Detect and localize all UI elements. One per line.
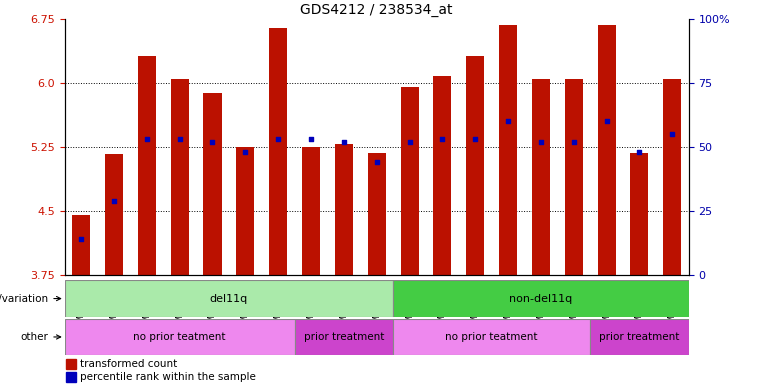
Title: GDS4212 / 238534_at: GDS4212 / 238534_at	[301, 3, 453, 17]
Point	[206, 139, 218, 145]
Bar	[393, 280, 689, 317]
Text: no prior teatment: no prior teatment	[133, 332, 226, 342]
Point	[469, 136, 481, 142]
Point	[338, 139, 350, 145]
Bar	[335, 144, 353, 275]
Bar	[66, 359, 76, 369]
Bar	[72, 215, 90, 275]
Point	[535, 139, 547, 145]
Bar	[65, 280, 393, 317]
Point	[568, 139, 580, 145]
Point	[239, 149, 251, 155]
Text: other: other	[21, 332, 61, 342]
Bar	[65, 319, 295, 355]
Point	[141, 136, 153, 142]
Bar	[664, 79, 681, 275]
Point	[371, 159, 383, 165]
Point	[305, 136, 317, 142]
Bar	[400, 87, 419, 275]
Bar	[532, 79, 550, 275]
Text: transformed count: transformed count	[80, 359, 177, 369]
Point	[174, 136, 186, 142]
Bar	[368, 153, 386, 275]
Bar	[269, 28, 287, 275]
Bar	[138, 56, 156, 275]
Point	[75, 236, 88, 242]
Point	[666, 131, 678, 137]
Point	[403, 139, 416, 145]
Bar	[630, 153, 648, 275]
Text: prior treatment: prior treatment	[599, 332, 680, 342]
Bar	[66, 372, 76, 382]
Text: prior treatment: prior treatment	[304, 332, 384, 342]
Text: del11q: del11q	[210, 293, 248, 304]
Point	[633, 149, 645, 155]
Bar	[433, 76, 451, 275]
Bar	[302, 147, 320, 275]
Bar	[236, 147, 254, 275]
Bar	[499, 25, 517, 275]
Point	[600, 118, 613, 124]
Text: non-del11q: non-del11q	[509, 293, 572, 304]
Text: genotype/variation: genotype/variation	[0, 293, 61, 304]
Text: percentile rank within the sample: percentile rank within the sample	[80, 372, 256, 382]
Bar	[203, 93, 221, 275]
Bar	[591, 319, 689, 355]
Bar	[565, 79, 583, 275]
Point	[272, 136, 285, 142]
Point	[502, 118, 514, 124]
Bar	[597, 25, 616, 275]
Bar	[105, 154, 123, 275]
Bar	[393, 319, 591, 355]
Text: no prior teatment: no prior teatment	[445, 332, 538, 342]
Bar	[170, 79, 189, 275]
Bar	[295, 319, 393, 355]
Point	[436, 136, 448, 142]
Point	[108, 197, 120, 204]
Bar	[466, 56, 484, 275]
